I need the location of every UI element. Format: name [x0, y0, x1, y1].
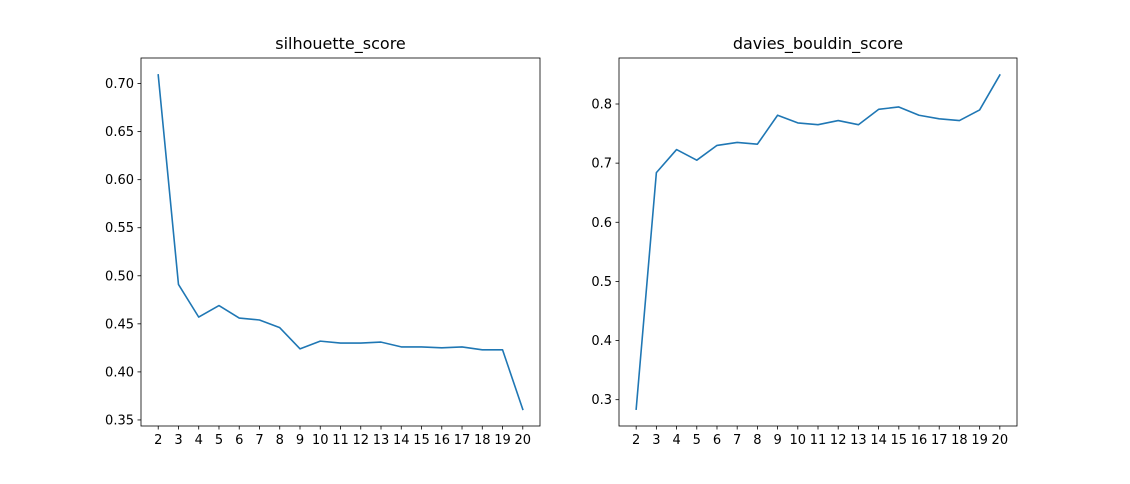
silhouette-score-xtick-label-17: 17	[454, 433, 471, 448]
silhouette-score-xtick-label-18: 18	[474, 433, 491, 448]
silhouette-score-xtick-label-3: 3	[174, 433, 182, 448]
davies-bouldin-score-axes-frame	[618, 57, 1018, 427]
silhouette-score-xtick-label-12: 12	[352, 433, 369, 448]
davies-bouldin-score-xtick-label-20: 20	[992, 433, 1009, 448]
silhouette-score-ytick-label-0-35: 0.35	[105, 413, 134, 428]
silhouette-score-xtick-label-2: 2	[154, 433, 162, 448]
silhouette-score-series-line-0	[157, 74, 524, 411]
silhouette-score-xtick-label-15: 15	[413, 433, 430, 448]
davies-bouldin-score-xtick-label-14: 14	[870, 433, 887, 448]
davies-bouldin-score-ytick-label-0-4: 0.4	[591, 334, 612, 349]
silhouette-score-xtick-label-6: 6	[235, 433, 243, 448]
davies-bouldin-score-xtick-label-5: 5	[693, 433, 701, 448]
silhouette-score-chart: silhouette_score 2 3 4 5 6 7 8 9 10 11 12 13 14 15 16 17…	[105, 34, 541, 448]
silhouette-score-xtick-label-20: 20	[515, 433, 532, 448]
davies-bouldin-score-xtick-label-15: 15	[891, 433, 908, 448]
silhouette-score-ytick-label-0-70: 0.70	[105, 77, 134, 92]
silhouette-score-xtick-label-7: 7	[255, 433, 263, 448]
davies-bouldin-score-xtick-label-16: 16	[911, 433, 928, 448]
davies-bouldin-score-xtick-label-12: 12	[830, 433, 847, 448]
davies-bouldin-score-ytick-label-0-8: 0.8	[591, 98, 612, 113]
silhouette-score-xtick-label-11: 11	[332, 433, 349, 448]
davies-bouldin-score-ytick-label-0-7: 0.7	[591, 157, 612, 172]
davies-bouldin-score-xtick-label-4: 4	[672, 433, 680, 448]
silhouette-score-ytick-label-0-45: 0.45	[105, 317, 134, 332]
silhouette-score-xtick-label-4: 4	[195, 433, 203, 448]
davies-bouldin-score-title: davies_bouldin_score	[733, 34, 903, 54]
davies-bouldin-score-xtick-label-3: 3	[652, 433, 660, 448]
davies-bouldin-score-series-line-0	[635, 73, 1001, 411]
silhouette-score-ytick-label-0-60: 0.60	[105, 173, 134, 188]
davies-bouldin-score-xtick-label-13: 13	[850, 433, 867, 448]
silhouette-score-xtick-label-8: 8	[276, 433, 284, 448]
silhouette-score-ytick-label-0-55: 0.55	[105, 221, 134, 236]
silhouette-score-xtick-label-9: 9	[296, 433, 304, 448]
davies-bouldin-score-xtick-label-6: 6	[713, 433, 721, 448]
davies-bouldin-score-xtick-label-2: 2	[632, 433, 640, 448]
silhouette-score-ytick-label-0-40: 0.40	[105, 365, 134, 380]
silhouette-score-xtick-label-14: 14	[393, 433, 410, 448]
davies-bouldin-score-xtick-label-9: 9	[773, 433, 781, 448]
silhouette-score-xtick-label-19: 19	[494, 433, 511, 448]
davies-bouldin-score-xtick-label-10: 10	[790, 433, 807, 448]
davies-bouldin-score-ytick-label-0-5: 0.5	[591, 275, 612, 290]
davies-bouldin-score-ytick-label-0-3: 0.3	[591, 393, 612, 408]
silhouette-score-xtick-label-13: 13	[373, 433, 390, 448]
davies-bouldin-score-chart: davies_bouldin_score 2 3 4 5 6 7 8 9 10 11 12 13 14 15…	[591, 34, 1018, 448]
silhouette-score-ytick-label-0-50: 0.50	[105, 269, 134, 284]
silhouette-score-xtick-label-5: 5	[215, 433, 223, 448]
silhouette-score-axes-frame	[140, 57, 541, 427]
silhouette-score-xtick-label-10: 10	[312, 433, 329, 448]
davies-bouldin-score-xtick-label-8: 8	[753, 433, 761, 448]
davies-bouldin-score-xtick-label-7: 7	[733, 433, 741, 448]
davies-bouldin-score-xtick-label-18: 18	[951, 433, 968, 448]
silhouette-score-xtick-label-16: 16	[433, 433, 450, 448]
davies-bouldin-score-xtick-label-19: 19	[971, 433, 988, 448]
silhouette-score-title: silhouette_score	[275, 34, 406, 54]
davies-bouldin-score-ytick-label-0-6: 0.6	[591, 216, 612, 231]
davies-bouldin-score-xtick-label-11: 11	[810, 433, 827, 448]
silhouette-score-ytick-label-0-65: 0.65	[105, 125, 134, 140]
davies-bouldin-score-xtick-label-17: 17	[931, 433, 948, 448]
